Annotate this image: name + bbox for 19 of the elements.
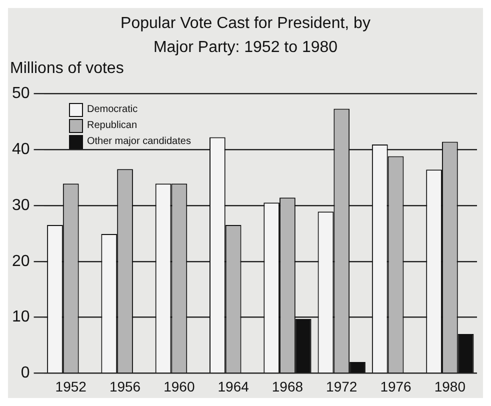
x-tick-label: 1952	[55, 378, 87, 394]
y-tick-label: 0	[20, 364, 30, 382]
x-tick-label: 1980	[434, 378, 466, 394]
x-tick-label: 1956	[109, 378, 141, 394]
legend-label: Other major candidates	[87, 135, 191, 149]
x-tick-label: 1972	[326, 378, 358, 394]
legend-label: Republican	[87, 119, 138, 133]
x-tick-label: 1968	[272, 378, 304, 394]
y-axis-title: Millions of votes	[9, 60, 125, 79]
y-tick-label: 20	[12, 252, 30, 270]
legend-label: Democratic	[87, 103, 138, 117]
y-tick-label: 40	[12, 140, 30, 158]
x-tick-label: 1976	[380, 378, 412, 394]
x-tick-label: 1964	[218, 378, 250, 394]
y-tick-label: 10	[12, 308, 30, 326]
y-tick-label: 30	[12, 196, 30, 214]
chart-title: Popular Vote Cast for President, by Major Party: 1952 to 1980	[120, 14, 372, 58]
x-tick-label: 1960	[164, 378, 195, 394]
y-tick-label: 50	[12, 85, 30, 102]
